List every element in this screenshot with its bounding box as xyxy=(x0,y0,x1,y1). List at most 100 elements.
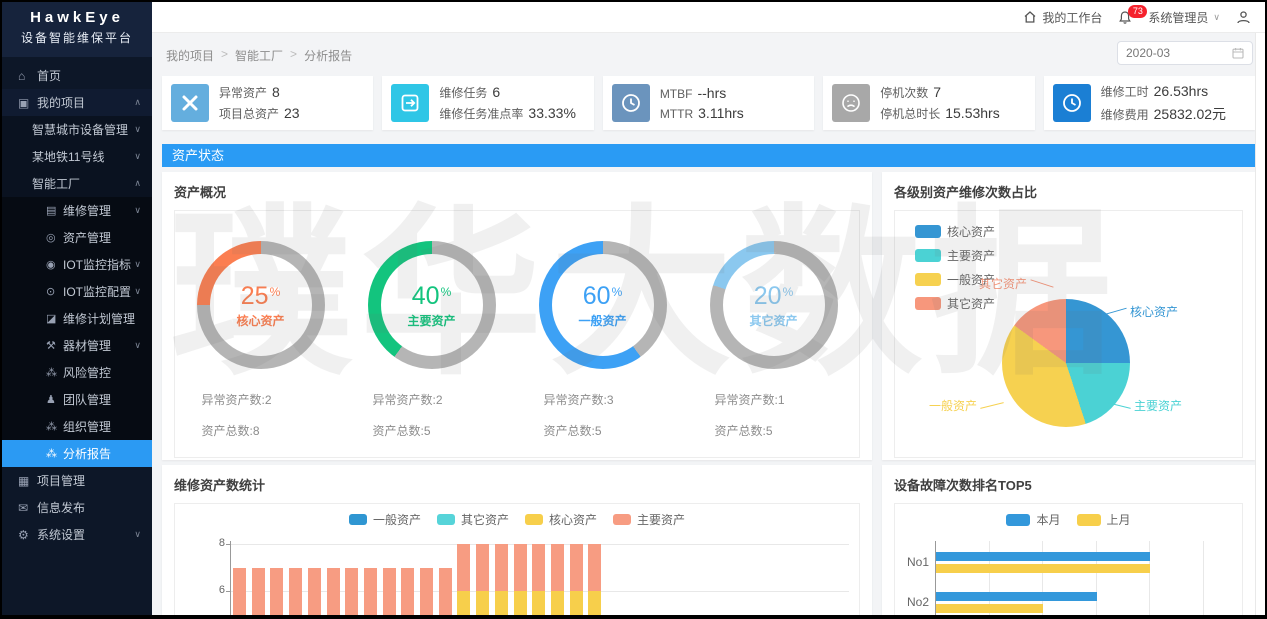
kpi-value: 33.33% xyxy=(528,105,576,121)
tools-icon xyxy=(171,84,209,122)
stacked-bar xyxy=(326,567,340,615)
breadcrumb: 我的项目 > 智能工厂 > 分析报告 xyxy=(166,47,352,64)
sidebar-item-label: 资产管理 xyxy=(63,231,112,245)
abnormal-count: 2 xyxy=(435,393,443,407)
legend-item[interactable]: 一般资产 xyxy=(915,271,995,288)
notifications-button[interactable]: 73 xyxy=(1118,4,1148,25)
kpi-lines: 维修任务 6 维修任务准点率 33.33% xyxy=(439,84,576,122)
sidebar-item-iot-metrics[interactable]: ◉ IOT监控指标 ∨ xyxy=(2,251,152,278)
legend-swatch xyxy=(915,225,941,238)
scrollbar-gutter[interactable] xyxy=(1255,33,1265,615)
kpi-value: --hrs xyxy=(697,85,727,101)
bar-segment-主要资产 xyxy=(420,567,433,615)
app-subtitle: 设备智能维保平台 xyxy=(20,31,133,45)
bar-segment-主要资产 xyxy=(457,544,471,591)
legend-item[interactable]: 其它资产 xyxy=(436,511,509,528)
sidebar-item-info-publish[interactable]: ✉ 信息发布 xyxy=(2,494,152,521)
stacked-bar xyxy=(363,567,377,615)
breadcrumb-analysis-report[interactable]: 分析报告 xyxy=(304,49,353,63)
bar-segment-核心资产 xyxy=(233,614,246,615)
legend-item[interactable]: 上月 xyxy=(1076,511,1131,528)
donut-label: 一般资产 xyxy=(578,313,627,328)
kpi-value: 25832.02元 xyxy=(1153,105,1227,122)
legend-swatch xyxy=(1076,513,1101,526)
hbar-本月 xyxy=(936,592,1097,601)
gridline xyxy=(1095,541,1097,615)
donut-ring: 40% 主要资产 xyxy=(367,241,496,369)
stacked-bar xyxy=(345,567,359,615)
legend-item[interactable]: 一般资产 xyxy=(348,511,421,528)
breadcrumb-smart-factory[interactable]: 智能工厂 xyxy=(235,49,284,63)
bar-segment-核心资产 xyxy=(438,614,452,615)
donut-percent: 20 xyxy=(753,281,782,310)
sidebar-item-smart-city[interactable]: 智慧城市设备管理 ∨ xyxy=(2,116,152,143)
sidebar-item-repair-mgmt[interactable]: ▤ 维修管理 ∨ xyxy=(2,197,152,224)
legend-item[interactable]: 主要资产 xyxy=(613,511,685,528)
chevron-down-icon: ∨ xyxy=(134,286,141,296)
sidebar-item-home[interactable]: ⌂ 首页 xyxy=(2,62,152,89)
sidebar-item-label: 分析报告 xyxy=(63,447,112,461)
legend-item[interactable]: 主要资产 xyxy=(915,247,995,264)
sidebar-item-smart-factory[interactable]: 智能工厂 ∧ xyxy=(2,170,152,197)
user-menu[interactable]: 系统管理员 ∨ xyxy=(1148,9,1220,26)
donut-chart-area: 25% 核心资产 异常资产数:2 资产总数:8 40% xyxy=(174,210,860,458)
sidebar: HawkEye 设备智能维保平台 ⌂ 首页 ▣ 我的项目 ∧ 智慧城市设备管理 ∨ 某地… xyxy=(2,2,152,615)
sidebar-item-org-mgmt[interactable]: ⁂ 组织管理 xyxy=(2,413,152,440)
report-icon: ⁂ xyxy=(46,448,57,460)
kpi-lines: 维修工时 26.53hrs 维修费用 25832.02元 xyxy=(1101,83,1226,124)
pie-label-other: 其它资产 xyxy=(979,275,1054,292)
donut-other-assets: 20% 其它资产 异常资产数:1 资产总数:5 xyxy=(688,211,859,457)
legend-item[interactable]: 其它资产 xyxy=(915,295,995,312)
maintenance-plan-icon: ◪ xyxy=(46,313,57,325)
app-title: HawkEye xyxy=(30,9,124,26)
stacked-bar xyxy=(401,567,415,615)
frown-face-icon xyxy=(832,84,871,122)
task-icon xyxy=(391,84,430,122)
kpi-label: MTTR xyxy=(659,107,694,121)
kpi-value: 7 xyxy=(933,84,942,100)
donut-general-assets: 60% 一般资产 异常资产数:3 资产总数:5 xyxy=(517,211,688,457)
bar-segment-核心资产 xyxy=(457,591,471,615)
bar-segment-主要资产 xyxy=(532,544,546,591)
sidebar-item-team-mgmt[interactable]: ♟ 团队管理 xyxy=(2,386,152,413)
workbench-link[interactable]: 我的工作台 xyxy=(1023,9,1102,26)
month-picker[interactable]: 2020-03 xyxy=(1117,41,1253,65)
sidebar-item-my-projects[interactable]: ▣ 我的项目 ∧ xyxy=(2,89,152,116)
sidebar-item-label: 器材管理 xyxy=(63,339,112,353)
stacked-bar xyxy=(550,544,564,615)
donut-stats: 异常资产数:2 资产总数:8 xyxy=(201,393,272,438)
user-avatar-icon[interactable] xyxy=(1236,10,1251,25)
donut-core-assets: 25% 核心资产 异常资产数:2 资产总数:8 xyxy=(175,211,346,457)
kpi-label: 维修工时 xyxy=(1100,84,1149,99)
workbench-label: 我的工作台 xyxy=(1042,10,1103,25)
sidebar-item-maintenance-plan[interactable]: ◪ 维修计划管理 xyxy=(2,305,152,332)
sidebar-item-project-mgmt[interactable]: ▦ 项目管理 xyxy=(2,467,152,494)
sidebar-item-asset-mgmt[interactable]: ◎ 资产管理 xyxy=(2,224,152,251)
sidebar-item-equipment-mgmt[interactable]: ⚒ 器材管理 ∨ xyxy=(2,332,152,359)
bar-segment-主要资产 xyxy=(270,567,284,615)
sidebar-item-iot-config[interactable]: ⊙ IOT监控配置 ∨ xyxy=(2,278,152,305)
asset-icon: ◎ xyxy=(46,232,56,244)
stacked-bar xyxy=(532,544,546,615)
sidebar-item-metro-line11[interactable]: 某地铁11号线 ∨ xyxy=(2,143,152,170)
risk-icon: ⁂ xyxy=(46,367,57,379)
sidebar-item-system-settings[interactable]: ⚙ 系统设置 ∨ xyxy=(2,521,152,548)
legend-label: 其它资产 xyxy=(460,513,509,527)
chevron-down-icon: ∨ xyxy=(134,259,141,269)
legend-item[interactable]: 核心资产 xyxy=(525,511,597,528)
legend-item[interactable]: 核心资产 xyxy=(915,223,995,240)
y-axis-tick-label: 6 xyxy=(218,584,225,596)
bar-segment-主要资产 xyxy=(345,567,359,615)
legend-item[interactable]: 本月 xyxy=(1006,511,1061,528)
bell-icon xyxy=(1119,10,1132,24)
stacked-bar xyxy=(251,567,265,615)
organization-icon: ⁂ xyxy=(46,421,57,433)
repair-ratio-pie-card: 各级别资产维修次数占比 核心资产 主要资产 一般资产 其它资产 核心资产 主要资产 一… xyxy=(882,172,1255,460)
bar-segment-核心资产 xyxy=(494,591,508,615)
bar-segment-核心资产 xyxy=(476,591,490,615)
sidebar-item-analysis-report[interactable]: ⁂ 分析报告 xyxy=(2,440,152,467)
breadcrumb-my-projects[interactable]: 我的项目 xyxy=(166,49,215,63)
kpi-label: 项目总资产 xyxy=(219,107,280,121)
sidebar-item-risk-control[interactable]: ⁂ 风险管控 xyxy=(2,359,152,386)
stacked-bar xyxy=(513,544,527,615)
